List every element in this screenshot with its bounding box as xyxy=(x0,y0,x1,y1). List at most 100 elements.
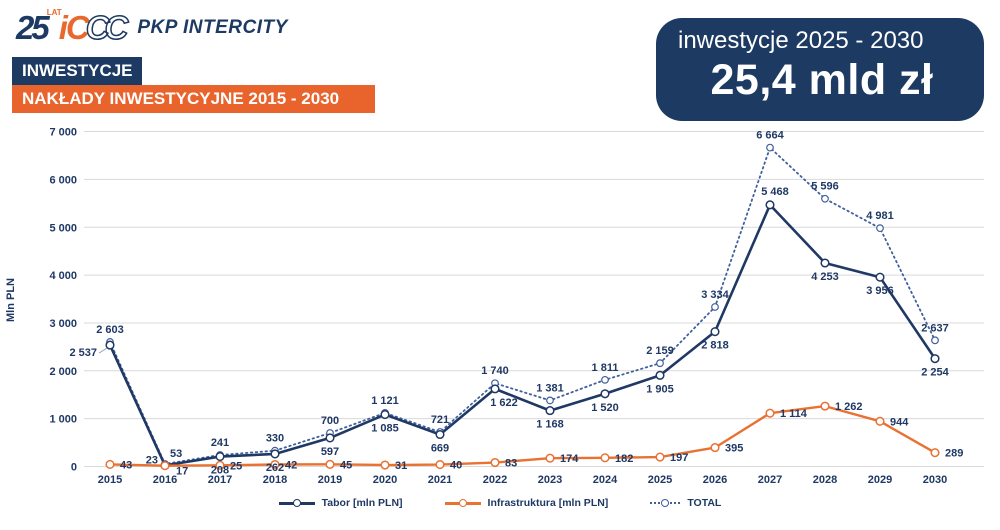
logo-brand-text: PKP INTERCITY xyxy=(137,17,288,38)
tabor-marker-2027 xyxy=(765,200,775,210)
total-value-label-2027: 6 664 xyxy=(756,130,784,142)
badge-period-text: inwestycje 2025 - 2030 xyxy=(678,27,924,54)
total-marker-2026 xyxy=(711,303,719,311)
logo-25-text: 25 xyxy=(16,9,50,46)
infrastruktura-value-label-2029: 944 xyxy=(890,416,909,428)
x-tick-label-2028: 2028 xyxy=(813,474,837,486)
x-tick-label-2016: 2016 xyxy=(153,474,177,486)
total-value-label-2022: 1 740 xyxy=(481,365,509,377)
x-tick-label-2020: 2020 xyxy=(373,474,397,486)
tabor-value-label-2021: 669 xyxy=(431,442,449,454)
legend-item-tabor: Tabor [mln PLN] xyxy=(278,497,403,509)
infrastruktura-marker-2018 xyxy=(270,459,280,470)
total-marker-2029 xyxy=(876,224,884,233)
tabor-label-leader-2015 xyxy=(98,347,108,354)
infrastruktura-value-label-2018: 42 xyxy=(285,459,297,471)
x-tick-label-2026: 2026 xyxy=(703,474,727,486)
tabor-value-label-2026: 2 818 xyxy=(701,340,729,352)
infrastruktura-marker-2017 xyxy=(215,460,225,470)
legend-item-total: TOTAL xyxy=(650,497,721,509)
infrastruktura-marker-2019 xyxy=(325,459,335,469)
x-tick-label-2018: 2018 xyxy=(263,474,287,486)
infrastruktura-marker-2028 xyxy=(820,401,830,411)
tabor-value-label-2028: 4 253 xyxy=(811,271,839,283)
infrastruktura-value-label-2027: 1 114 xyxy=(780,408,808,420)
infrastruktura-marker-2016 xyxy=(160,461,170,471)
y-tick-label-2000: 2 000 xyxy=(49,366,77,378)
infrastruktura-value-label-2024: 182 xyxy=(615,453,633,465)
total-line-sample-icon xyxy=(650,499,681,507)
infrastruktura-value-label-2019: 45 xyxy=(340,459,352,471)
infrastruktura-marker-2026 xyxy=(710,443,720,453)
tabor-marker-2025 xyxy=(655,370,665,380)
tabor-marker-2028 xyxy=(820,258,830,268)
badge-amount-text: 25,4 mld zł xyxy=(710,56,934,104)
tabor-value-label-2027: 5 468 xyxy=(761,186,789,198)
y-axis-title: Mln PLN xyxy=(5,278,17,322)
infrastruktura-value-label-2021: 40 xyxy=(450,460,462,472)
infrastruktura-marker-2027 xyxy=(765,408,775,418)
tabor-value-label-2024: 1 520 xyxy=(591,402,619,414)
total-value-label-2024: 1 811 xyxy=(592,362,619,374)
infrastruktura-value-label-2030: 289 xyxy=(945,448,963,460)
legend-label-tabor: Tabor [mln PLN] xyxy=(321,497,403,509)
total-marker-icon xyxy=(661,499,670,507)
infrastruktura-marker-2020 xyxy=(380,460,390,470)
total-value-label-2028: 5 596 xyxy=(811,181,839,193)
legend-label-infrastruktura: Infrastruktura [mln PLN] xyxy=(487,497,609,509)
tabor-value-label-2019: 597 xyxy=(321,446,339,458)
tabor-marker-2019 xyxy=(325,433,335,443)
total-marker-2024 xyxy=(601,375,609,384)
x-tick-label-2022: 2022 xyxy=(483,474,507,486)
tabor-line-sample-icon xyxy=(278,499,315,507)
infrastruktura-line-sample-icon xyxy=(444,499,481,507)
tabor-marker-2018 xyxy=(270,449,280,459)
total-marker-2025 xyxy=(656,359,664,368)
x-tick-label-2024: 2024 xyxy=(593,474,618,486)
x-tick-label-2015: 2015 xyxy=(98,474,122,486)
tabor-marker-2023 xyxy=(545,406,555,416)
x-tick-label-2025: 2025 xyxy=(648,474,672,486)
tabor-value-label-2025: 1 905 xyxy=(646,383,674,395)
infrastruktura-value-label-2022: 83 xyxy=(505,458,517,470)
x-tick-label-2021: 2021 xyxy=(428,474,452,486)
total-value-label-2030: 2 637 xyxy=(921,322,949,334)
total-value-label-2020: 1 121 xyxy=(371,395,399,407)
y-tick-label-7000: 7 000 xyxy=(49,127,77,139)
x-tick-label-2019: 2019 xyxy=(318,474,342,486)
logo-ic-glyph: iC xyxy=(58,9,90,46)
legend-label-total: TOTAL xyxy=(687,497,722,509)
total-value-label-2026: 3 334 xyxy=(701,289,729,301)
y-tick-label-3000: 3 000 xyxy=(49,318,77,330)
infrastruktura-marker-2022 xyxy=(490,457,500,468)
y-tick-label-6000: 6 000 xyxy=(49,174,77,186)
logo-lat-text: LAT xyxy=(46,8,62,17)
total-value-label-2018: 330 xyxy=(266,433,284,445)
tabor-value-label-2015: 2 537 xyxy=(69,347,97,359)
infrastruktura-marker-2015 xyxy=(105,459,115,469)
tabor-value-label-2016: 23 xyxy=(146,454,158,466)
tabor-value-label-2029: 3 956 xyxy=(866,285,894,297)
y-tick-label-5000: 5 000 xyxy=(49,222,77,234)
infrastruktura-value-label-2017: 25 xyxy=(230,460,242,472)
x-tick-label-2023: 2023 xyxy=(538,474,562,486)
infrastruktura-value-label-2026: 395 xyxy=(725,443,743,455)
total-series-line xyxy=(109,146,936,465)
y-tick-label-4000: 4 000 xyxy=(49,270,77,282)
infrastruktura-marker-2021 xyxy=(435,460,445,470)
x-tick-label-2017: 2017 xyxy=(208,474,232,486)
infrastruktura-marker-2029 xyxy=(875,416,885,426)
total-marker-2027 xyxy=(766,143,774,152)
infrastruktura-marker-icon xyxy=(458,499,467,507)
pkp-intercity-logo: 25 LAT iC CC PKP INTERCITY xyxy=(16,6,288,50)
total-value-label-2023: 1 381 xyxy=(536,382,564,394)
tabor-value-label-2018: 262 xyxy=(266,462,284,474)
tabor-marker-2021 xyxy=(435,429,445,440)
x-tick-label-2027: 2027 xyxy=(758,474,782,486)
infrastruktura-value-label-2016: 17 xyxy=(176,466,188,478)
total-value-label-2029: 4 981 xyxy=(866,210,894,222)
tabor-value-label-2017: 208 xyxy=(211,465,229,477)
total-value-label-2017: 241 xyxy=(211,437,229,449)
tabor-series-line xyxy=(108,203,937,467)
